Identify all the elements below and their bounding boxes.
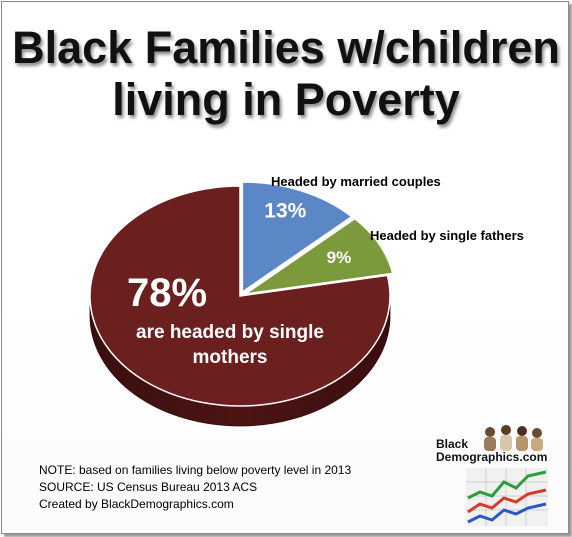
- chart-title-line-1: Black Families w/children: [12, 22, 560, 73]
- slice-label-mothers: 78%: [127, 271, 207, 315]
- logo-line-2: Demographics.com: [436, 450, 548, 464]
- pie-slice-mothers: [89, 185, 391, 407]
- chart-title-line-2: living in Poverty: [112, 74, 460, 125]
- slice-sublabel-mothers-2: mothers: [193, 347, 268, 368]
- credit-line: Created by BlackDemographics.com: [39, 497, 234, 511]
- note-line: NOTE: based on families living below pov…: [39, 463, 352, 477]
- family-photo-icon: [484, 425, 543, 451]
- chart-notes: NOTE: based on families living below pov…: [39, 462, 351, 513]
- source-line: SOURCE: US Census Bureau 2013 ACS: [39, 480, 258, 494]
- slice-label-fathers: 9%: [327, 248, 352, 267]
- pie-labels: 13% 9% 78% are headed by single mothers: [127, 199, 351, 368]
- chart-title: Black Families w/children living in Pove…: [0, 22, 572, 126]
- logo-line-1: Black: [436, 437, 469, 451]
- slice-sublabel-mothers-1: are headed by single: [136, 322, 324, 343]
- callout-fathers: Headed by single fathers: [370, 228, 524, 243]
- blackdemographics-logo: Black Demographics.com: [436, 420, 548, 528]
- trend-graph-icon: [466, 468, 548, 526]
- pie-slice-fathers: [244, 217, 394, 295]
- slice-label-married: 13%: [264, 199, 306, 222]
- pie-slice-married: [241, 181, 353, 294]
- callout-married: Headed by married couples: [271, 174, 441, 189]
- pie-slices: [89, 181, 394, 407]
